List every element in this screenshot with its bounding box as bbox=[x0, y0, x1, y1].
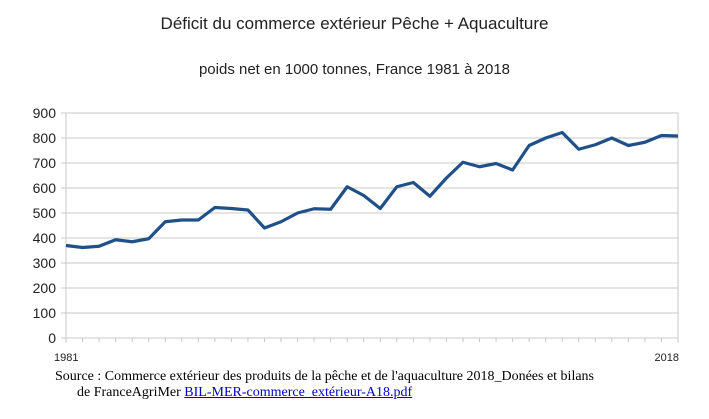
y-tick-label: 100 bbox=[33, 305, 57, 321]
y-tick-label: 200 bbox=[33, 280, 57, 296]
y-tick-label: 800 bbox=[33, 130, 57, 146]
source-note: Source : Commerce extérieur des produits… bbox=[55, 369, 594, 401]
y-tick-label: 0 bbox=[48, 330, 56, 346]
source-line-1: Source : Commerce extérieur des produits… bbox=[55, 369, 594, 384]
y-tick-label: 500 bbox=[33, 205, 57, 221]
chart-title: Déficit du commerce extérieur Pêche + Aq… bbox=[160, 14, 549, 33]
series-line bbox=[65, 130, 679, 250]
x-tick-label: 2018 bbox=[655, 352, 679, 364]
source-link[interactable]: BIL-MER-commerce_extérieur-A18.pdf bbox=[184, 385, 413, 400]
y-tick-label: 700 bbox=[33, 155, 57, 171]
y-tick-label: 300 bbox=[33, 255, 57, 271]
chart-subtitle: poids net en 1000 tonnes, France 1981 à … bbox=[198, 61, 511, 78]
y-tick-label: 600 bbox=[33, 180, 57, 196]
y-tick-label: 900 bbox=[33, 105, 57, 121]
y-tick-label: 400 bbox=[33, 230, 57, 246]
x-tick-label: 1981 bbox=[54, 352, 78, 364]
source-line-2: de FranceAgriMer bbox=[77, 385, 185, 400]
